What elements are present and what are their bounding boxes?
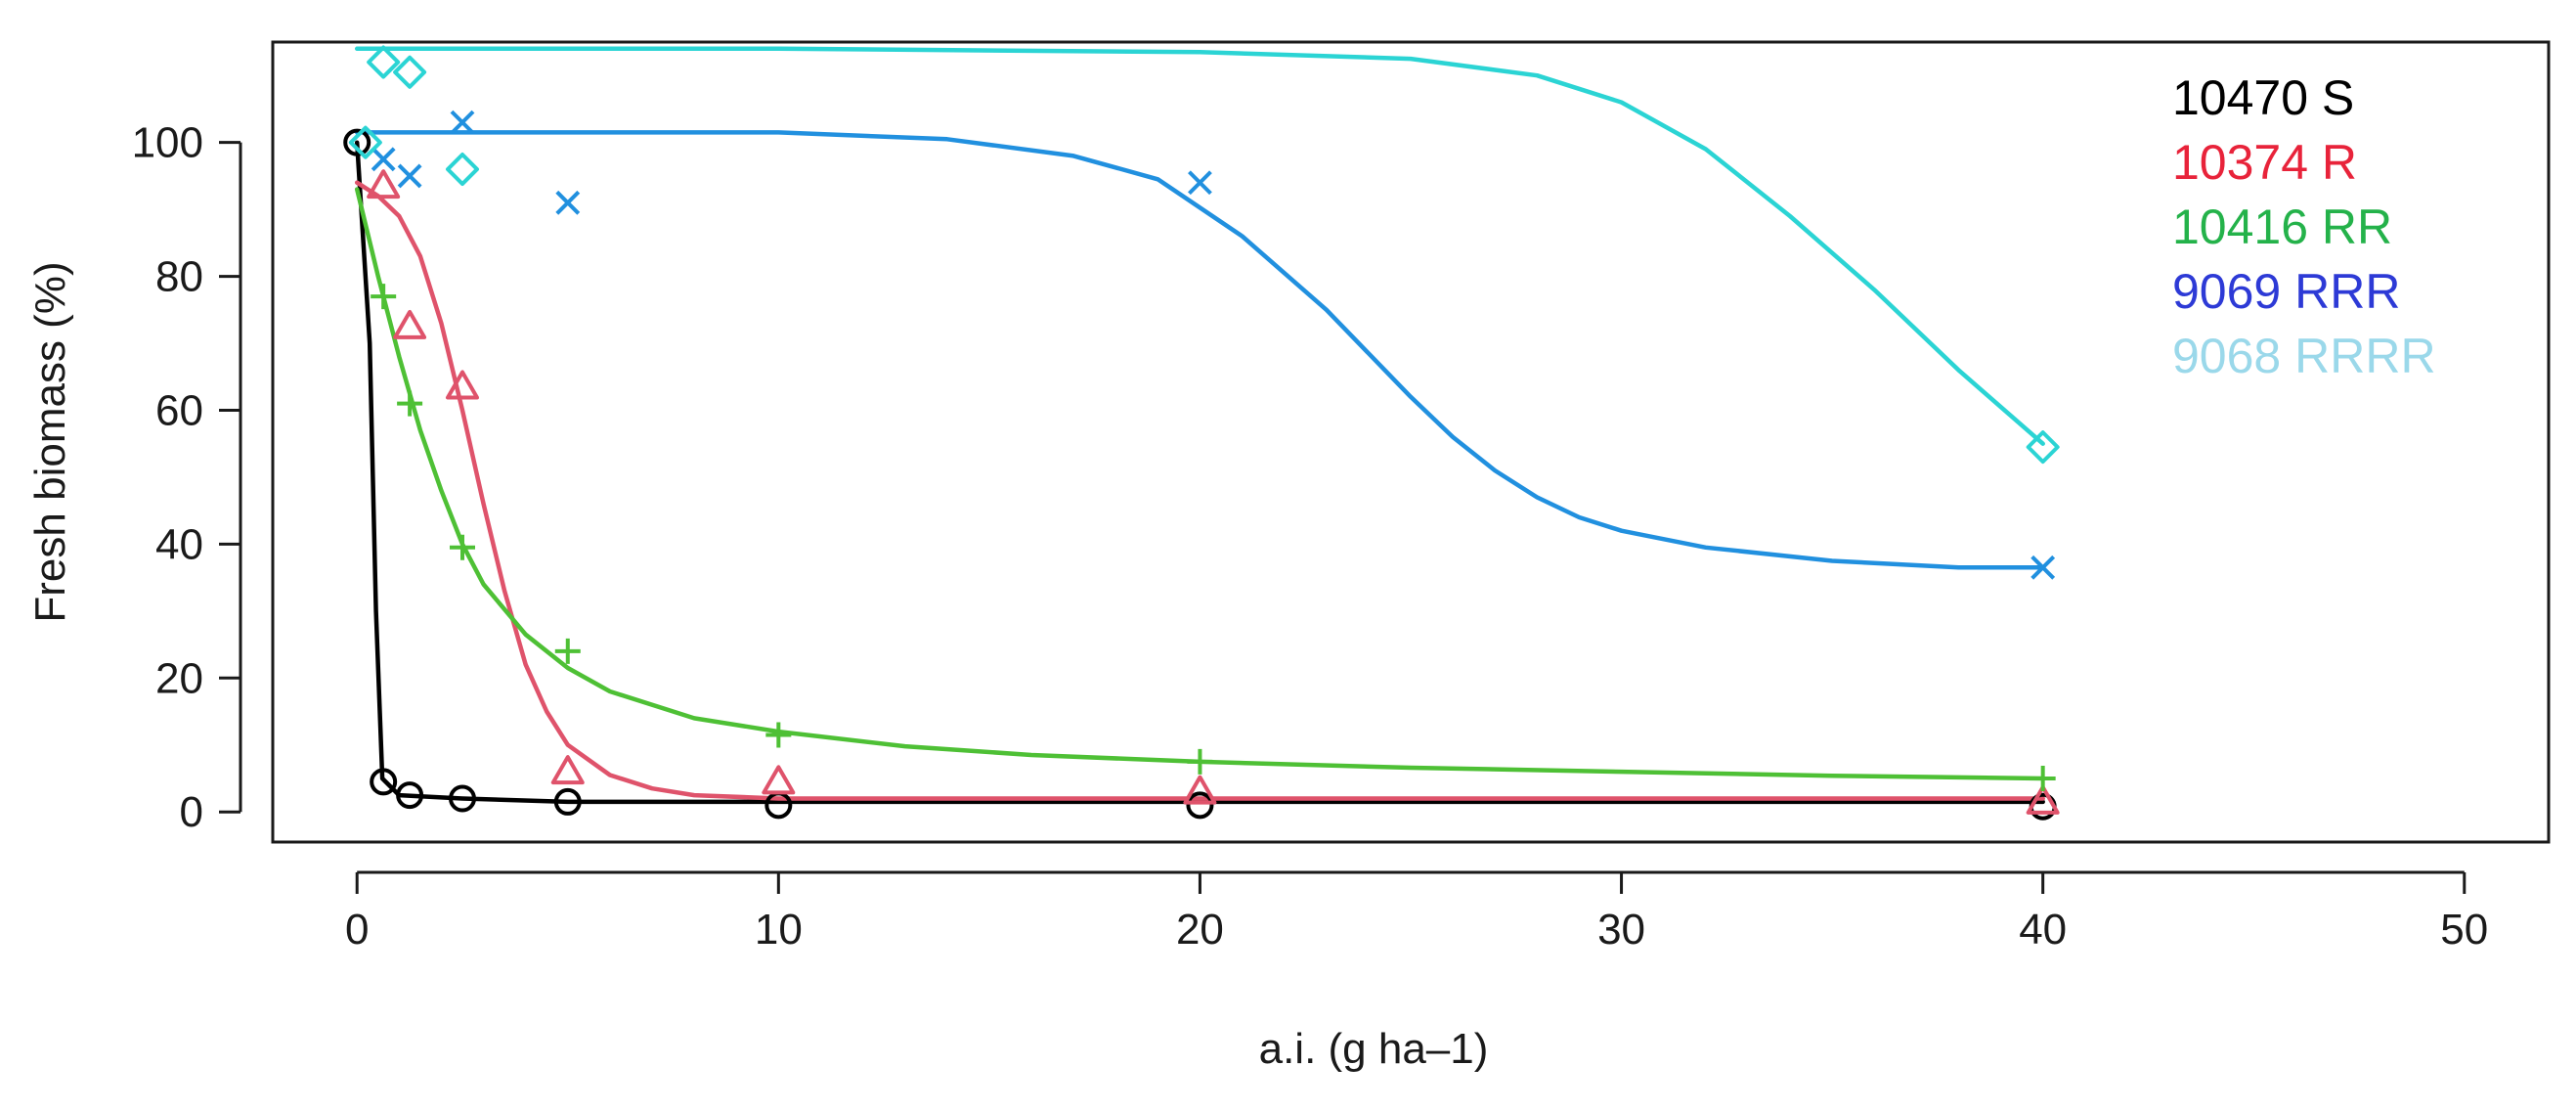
- x-tick-label: 50: [2440, 906, 2488, 954]
- x-tick-label: 30: [1597, 906, 1645, 954]
- data-points: [343, 45, 2060, 821]
- data-point-10416-rr: [397, 390, 423, 417]
- x-tick-label: 20: [1176, 906, 1224, 954]
- legend-entry-10416-rr: 10416 RR: [2172, 200, 2392, 254]
- data-point-10470-s: [343, 128, 371, 156]
- axes: 0 10 20 30 40 50 0 20 40 60 80 100: [132, 119, 2489, 954]
- y-axis-title: Fresh biomass (%): [26, 261, 74, 622]
- data-point-10470-s: [370, 768, 398, 796]
- data-point-10374-r: [367, 169, 401, 200]
- y-tick-label: 20: [155, 654, 203, 702]
- x-tick-label: 40: [2019, 906, 2067, 954]
- legend: 10470 S 10374 R 10416 RR 9069 RRR 9068 RRRR: [2172, 70, 2436, 383]
- data-point-9069-rrr: [371, 147, 396, 172]
- fit-curve-10374-r: [354, 180, 2045, 801]
- data-point-9069-rrr: [397, 163, 422, 189]
- data-point-10374-r: [446, 370, 479, 400]
- data-point-9069-rrr: [450, 110, 475, 135]
- plot-frame: [271, 40, 2551, 844]
- data-point-10374-r: [393, 309, 427, 339]
- y-tick-label: 0: [180, 788, 203, 836]
- data-point-10374-r: [762, 765, 796, 795]
- data-point-10470-s: [396, 781, 424, 810]
- fit-curve-10416-rr: [354, 187, 2045, 781]
- data-point-9069-rrr: [2030, 555, 2056, 580]
- data-point-10470-s: [449, 784, 476, 813]
- data-point-10374-r: [2026, 784, 2060, 815]
- data-point-9069-rrr: [555, 190, 581, 215]
- fit-curves: [354, 46, 2045, 805]
- data-point-10470-s: [553, 787, 582, 816]
- data-point-10416-rr: [1187, 748, 1213, 775]
- data-point-9068-rrrr: [2026, 430, 2060, 465]
- legend-entry-10374-r: 10374 R: [2172, 135, 2357, 190]
- legend-entry-10470-s: 10470 S: [2172, 70, 2354, 125]
- y-tick-label: 40: [155, 520, 203, 568]
- data-point-10416-rr: [450, 534, 475, 560]
- legend-entry-9068-rrrr: 9068 RRRR: [2172, 329, 2436, 383]
- data-point-9068-rrrr: [446, 153, 479, 187]
- x-axis-title: a.i. (g ha–1): [1259, 1025, 1489, 1073]
- data-point-9068-rrrr: [367, 45, 401, 79]
- data-point-10416-rr: [554, 638, 581, 664]
- fit-curve-9069-rrr: [354, 130, 2045, 570]
- y-tick-label: 80: [155, 253, 203, 301]
- y-tick-label: 60: [155, 386, 203, 434]
- data-point-10470-s: [1186, 791, 1214, 820]
- data-point-10374-r: [1183, 775, 1217, 805]
- data-point-10416-rr: [371, 284, 397, 310]
- data-point-10416-rr: [765, 722, 792, 748]
- data-point-9068-rrrr: [393, 55, 427, 89]
- fit-curve-10470-s: [354, 140, 2045, 805]
- y-tick-label: 100: [132, 119, 203, 167]
- legend-entry-9069-rrr: 9069 RRR: [2172, 264, 2400, 319]
- x-tick-label: 10: [755, 906, 803, 954]
- x-tick-label: 0: [345, 906, 369, 954]
- data-point-9068-rrrr: [348, 125, 382, 159]
- data-point-10374-r: [550, 755, 585, 785]
- data-point-10416-rr: [2030, 765, 2056, 791]
- fit-curve-9068-rrrr: [354, 46, 2045, 446]
- data-point-9069-rrr: [1188, 170, 1212, 196]
